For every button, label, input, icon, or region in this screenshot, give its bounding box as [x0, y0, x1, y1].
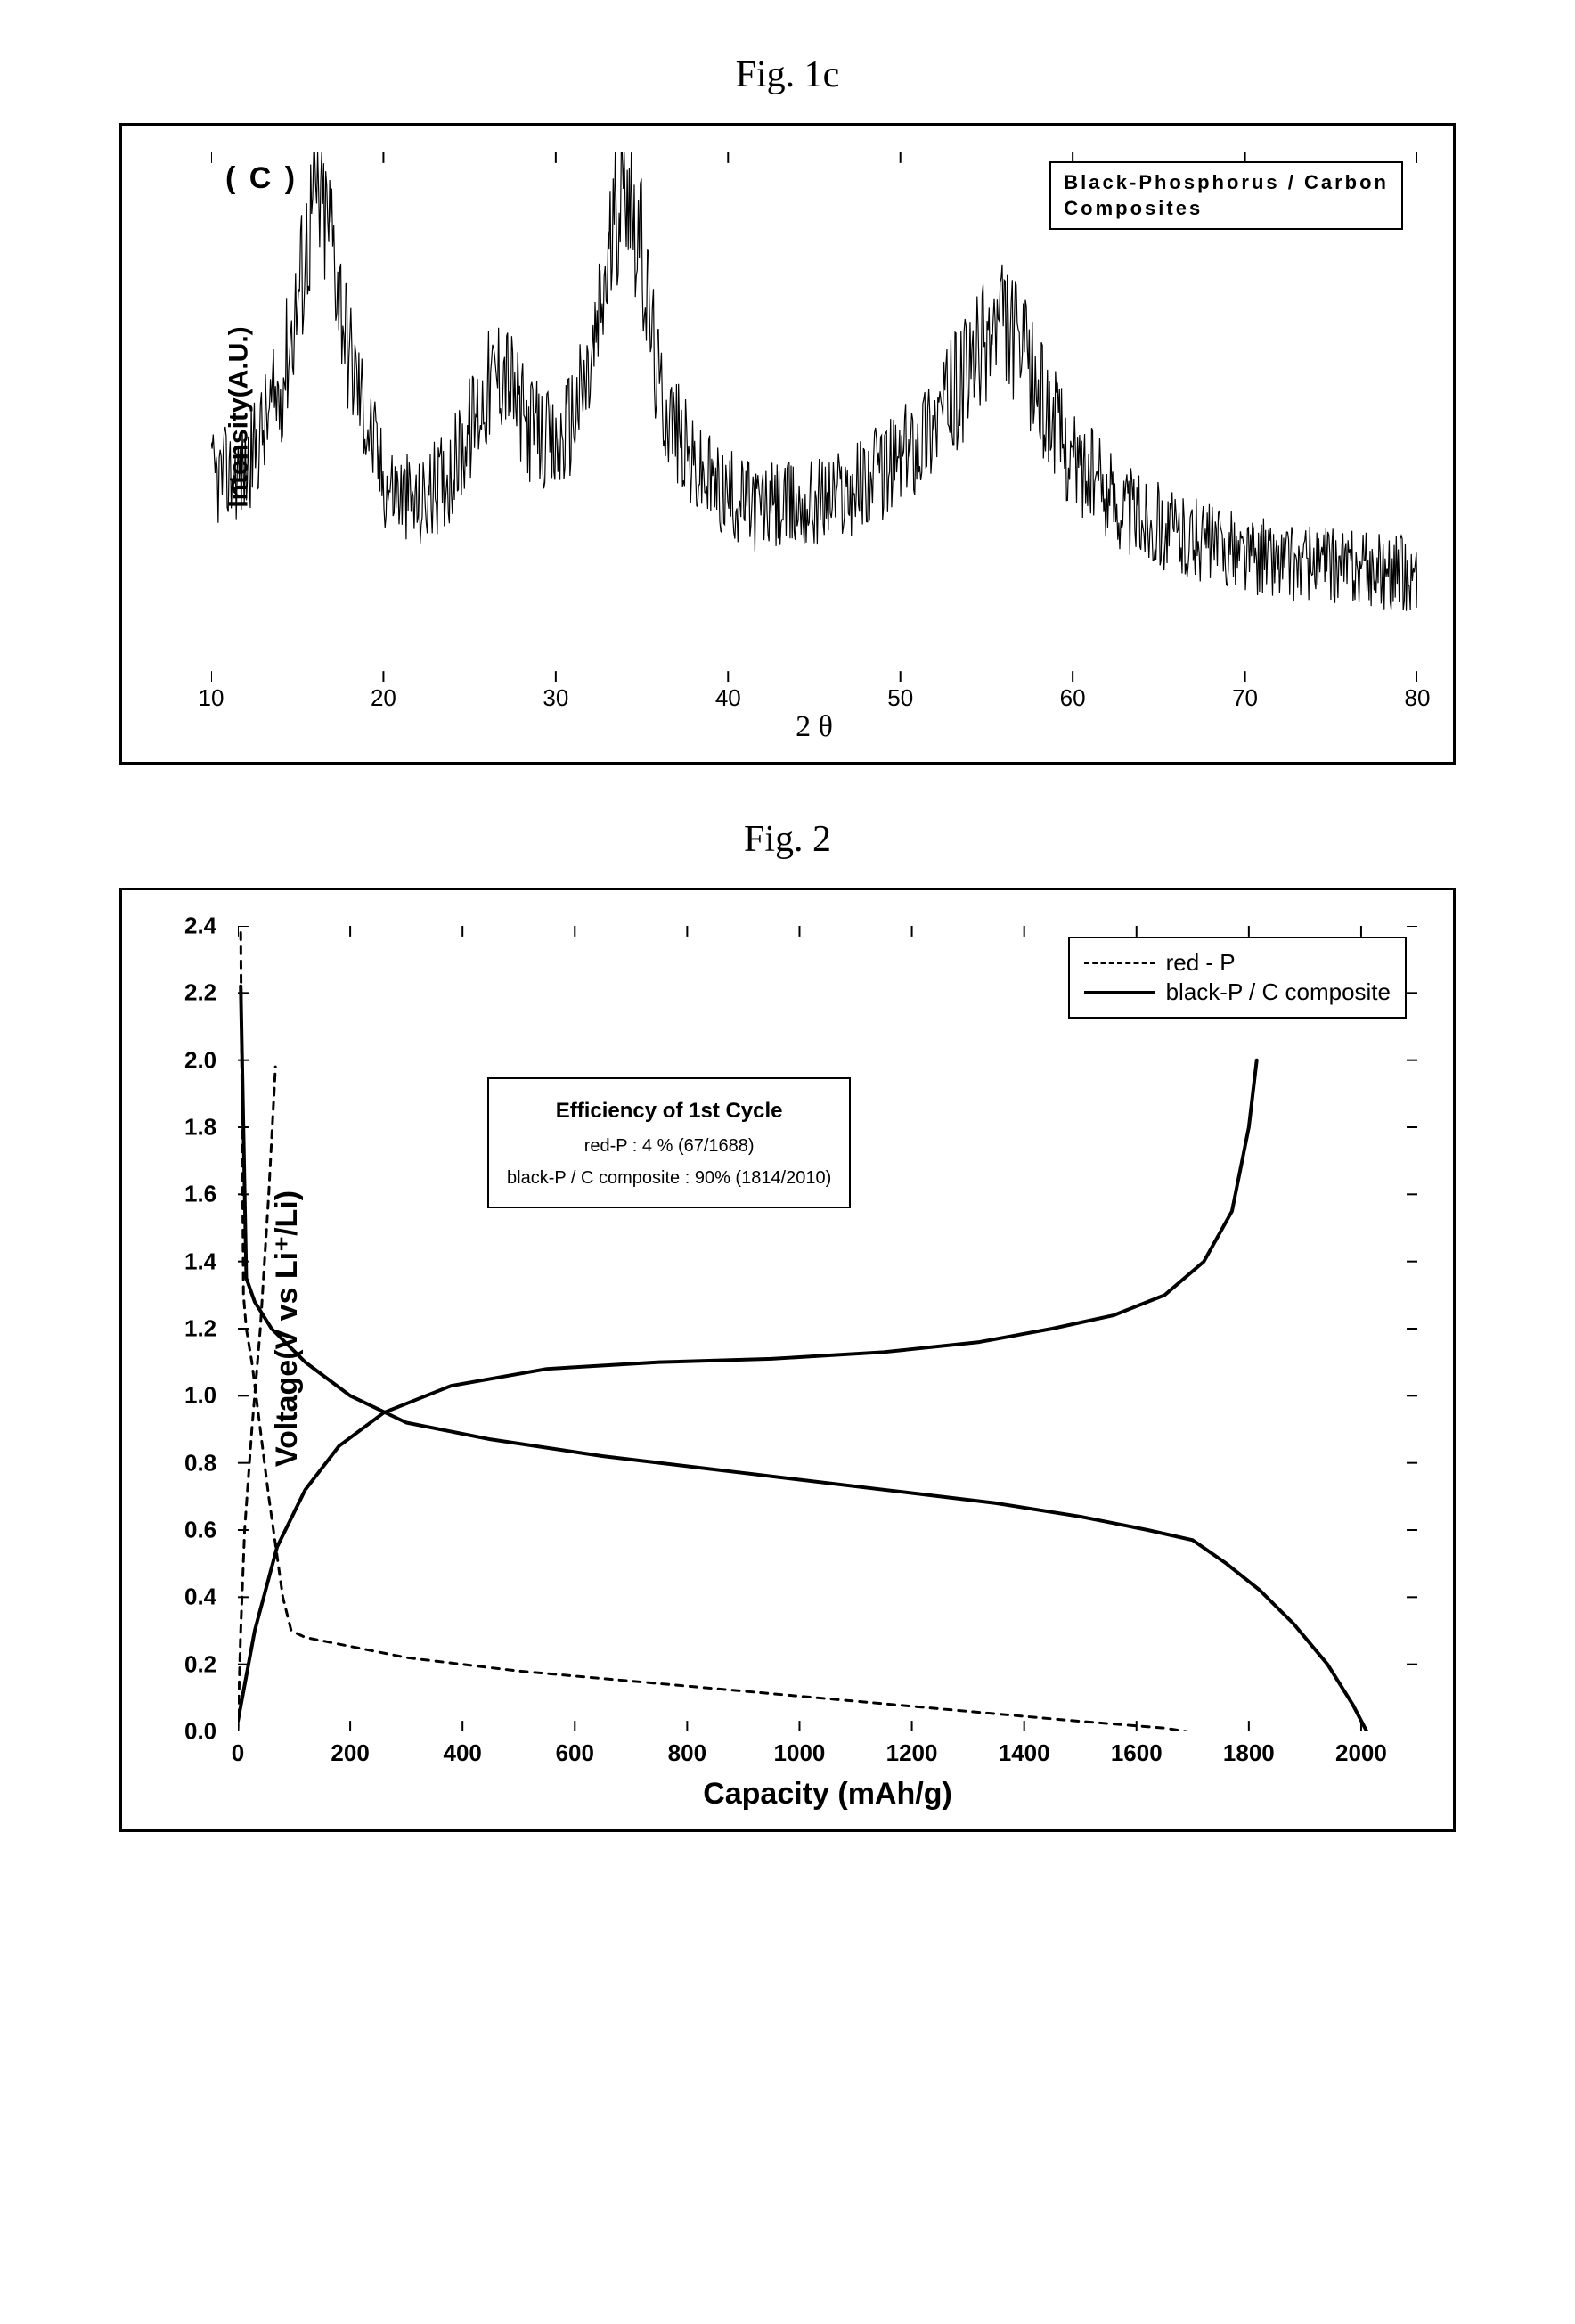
- fig1c-xtick: 30: [543, 684, 568, 712]
- fig2-legend-item: black-P / C composite: [1084, 978, 1391, 1006]
- fig1c-xtick: 70: [1232, 684, 1258, 712]
- fig2-ytick: 0.2: [184, 1650, 216, 1678]
- fig1c-xtick: 50: [887, 684, 913, 712]
- fig2-plot-area: red - Pblack-P / C composite Efficiency …: [238, 926, 1417, 1731]
- fig1c-xtick: 10: [199, 684, 224, 712]
- fig1c-xtick: 40: [715, 684, 741, 712]
- fig2-infobox-header: Efficiency of 1st Cycle: [507, 1092, 831, 1130]
- fig2-infobox: Efficiency of 1st Cycle red-P : 4 % (67/…: [487, 1077, 851, 1208]
- fig2-legend-item: red - P: [1084, 949, 1391, 977]
- fig2-ytick: 1.0: [184, 1382, 216, 1410]
- fig2-ytick: 0.4: [184, 1583, 216, 1611]
- fig1c-container: ( C ) Black-Phosphorus / Carbon Composit…: [119, 123, 1456, 765]
- fig1c-chart: ( C ) Black-Phosphorus / Carbon Composit…: [119, 123, 1456, 765]
- fig1c-panel-label: ( C ): [225, 161, 298, 196]
- fig1c-xtick: 80: [1405, 684, 1431, 712]
- legend-line-icon: [1084, 991, 1155, 994]
- fig1c-svg: [211, 152, 1417, 682]
- fig2-ytick: 2.0: [184, 1046, 216, 1074]
- fig1c-title: Fig. 1c: [107, 53, 1468, 96]
- fig1c-xtick: 60: [1060, 684, 1086, 712]
- fig2-xtick: 2000: [1335, 1739, 1387, 1767]
- fig2-svg: [238, 926, 1417, 1731]
- fig2-xtick: 600: [556, 1739, 594, 1767]
- fig2-chart: red - Pblack-P / C composite Efficiency …: [119, 888, 1456, 1832]
- fig2-infobox-row2: black-P / C composite : 90% (1814/2010): [507, 1162, 831, 1194]
- fig2-xtick: 1200: [886, 1739, 938, 1767]
- fig1c-xtick: 20: [371, 684, 396, 712]
- fig2-container: red - Pblack-P / C composite Efficiency …: [119, 888, 1456, 1832]
- fig1c-legend-line2: Composites: [1064, 196, 1389, 222]
- fig2-xtick: 1000: [774, 1739, 826, 1767]
- legend-label: red - P: [1166, 949, 1236, 977]
- fig2-ytick: 1.6: [184, 1181, 216, 1208]
- fig2-xtick: 800: [668, 1739, 706, 1767]
- legend-label: black-P / C composite: [1166, 978, 1391, 1006]
- fig2-ytick: 0.0: [184, 1718, 216, 1746]
- fig2-legend: red - Pblack-P / C composite: [1068, 937, 1407, 1019]
- fig2-ytick: 2.2: [184, 979, 216, 1007]
- fig1c-xlabel: 2 θ: [796, 710, 833, 744]
- fig1c-plot-area: ( C ) Black-Phosphorus / Carbon Composit…: [211, 152, 1417, 682]
- fig2-ytick: 1.4: [184, 1248, 216, 1275]
- legend-line-icon: [1084, 962, 1155, 964]
- fig2-ytick: 2.4: [184, 912, 216, 940]
- fig1c-legend-line1: Black-Phosphorus / Carbon: [1064, 170, 1389, 196]
- fig2-title: Fig. 2: [107, 818, 1468, 861]
- fig2-xtick: 0: [232, 1739, 244, 1767]
- fig2-ytick: 0.6: [184, 1517, 216, 1544]
- fig2-xtick: 1600: [1111, 1739, 1163, 1767]
- fig1c-legend: Black-Phosphorus / Carbon Composites: [1049, 161, 1403, 230]
- fig2-ytick: 0.8: [184, 1449, 216, 1477]
- fig2-ytick: 1.2: [184, 1315, 216, 1343]
- fig2-infobox-row1: red-P : 4 % (67/1688): [507, 1130, 831, 1162]
- fig2-ylabel: Voltage(V vs Li⁺/Li): [269, 1191, 305, 1467]
- fig2-xtick: 200: [331, 1739, 369, 1767]
- fig2-xtick: 400: [443, 1739, 481, 1767]
- fig1c-ylabel: Intensity(A.U.): [224, 326, 255, 507]
- fig2-ytick: 1.8: [184, 1114, 216, 1142]
- fig2-xlabel: Capacity (mAh/g): [703, 1777, 952, 1812]
- fig2-xtick: 1800: [1223, 1739, 1275, 1767]
- fig2-xtick: 1400: [999, 1739, 1050, 1767]
